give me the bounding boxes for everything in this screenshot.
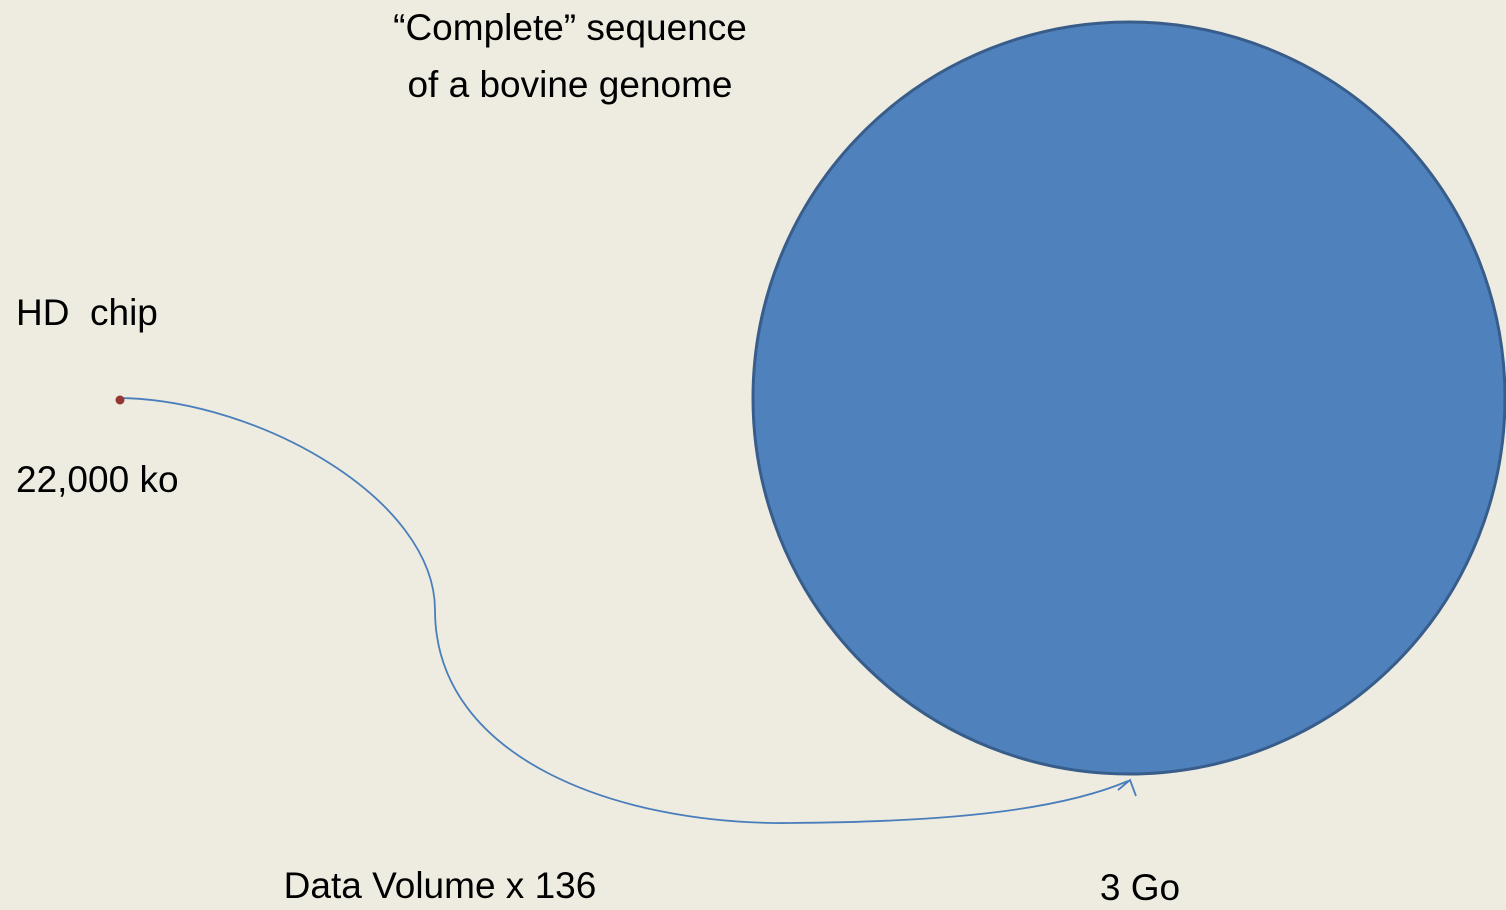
title-line: of a bovine genome — [407, 64, 732, 105]
title-line: “Complete” sequence — [393, 7, 747, 48]
genome-size: 3 Go — [1100, 867, 1180, 908]
connector-arrow — [119, 397, 1129, 824]
comparison-label: Data Volume x 136 — [284, 865, 597, 906]
chip-label: HD chip — [16, 292, 158, 333]
genome-circle — [751, 20, 1506, 776]
arrow-head — [1117, 778, 1137, 797]
chip-dot — [115, 395, 125, 405]
chip-size: 22,000 ko — [16, 459, 179, 500]
